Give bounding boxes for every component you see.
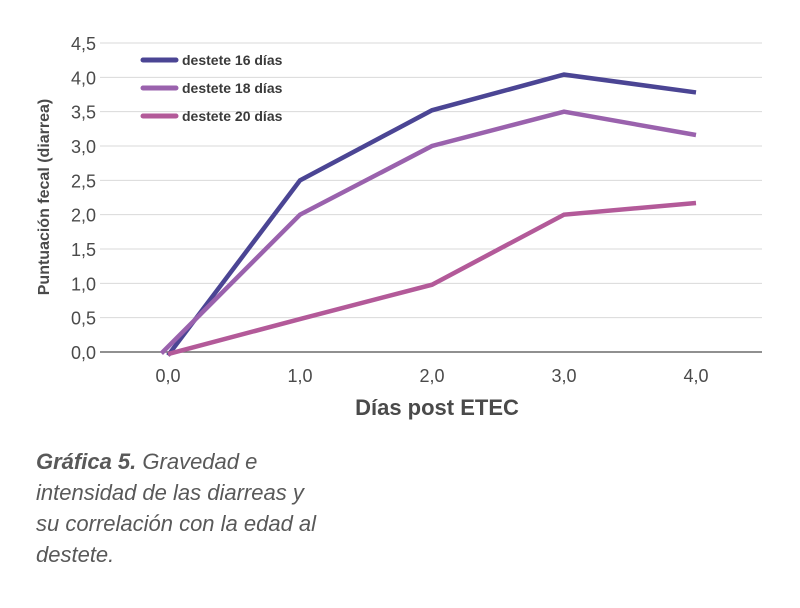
line-chart: 0,0 0,5 1,0 1,5 2,0 2,5 3,0 3,5 4,0 4,5 0,0 1,0 2,0…: [36, 34, 762, 420]
legend-label: destete 18 días: [182, 80, 283, 96]
y-axis-title: Puntuación fecal (diarrea): [36, 99, 53, 296]
series-line-2: [159, 109, 697, 355]
x-tick-label: 3,0: [551, 366, 576, 386]
legend-label: destete 20 días: [182, 108, 283, 124]
caption-text: Gravedad e intensidad de las diarreas y …: [36, 449, 317, 567]
y-tick-label: 4,0: [71, 68, 96, 88]
y-tick-label: 3,5: [71, 103, 96, 123]
y-tick-label: 2,0: [71, 206, 96, 226]
y-tick-label: 0,0: [71, 343, 96, 363]
series-line-1: [166, 72, 697, 357]
y-tick-label: 2,5: [71, 171, 96, 191]
x-tick-label: 1,0: [287, 366, 312, 386]
x-axis-title: Días post ETEC: [355, 395, 519, 420]
legend-label: destete 16 días: [182, 52, 283, 68]
y-axis-ticks: 0,0 0,5 1,0 1,5 2,0 2,5 3,0 3,5 4,0 4,5: [71, 34, 96, 363]
series-line-3: [167, 200, 697, 357]
y-tick-label: 1,5: [71, 240, 96, 260]
legend: destete 16 días destete 18 días destete 20…: [140, 52, 283, 124]
figure-caption: Gráfica 5. Gravedad e intensidad de las …: [36, 446, 326, 570]
x-tick-label: 4,0: [683, 366, 708, 386]
y-tick-label: 3,0: [71, 137, 96, 157]
x-axis-ticks: 0,0 1,0 2,0 3,0 4,0: [155, 366, 708, 386]
x-tick-label: 2,0: [419, 366, 444, 386]
y-tick-label: 1,0: [71, 274, 96, 294]
y-tick-label: 4,5: [71, 34, 96, 54]
caption-label: Gráfica 5.: [36, 449, 137, 474]
x-tick-label: 0,0: [155, 366, 180, 386]
y-tick-label: 0,5: [71, 309, 96, 329]
series-lines: [159, 72, 697, 357]
